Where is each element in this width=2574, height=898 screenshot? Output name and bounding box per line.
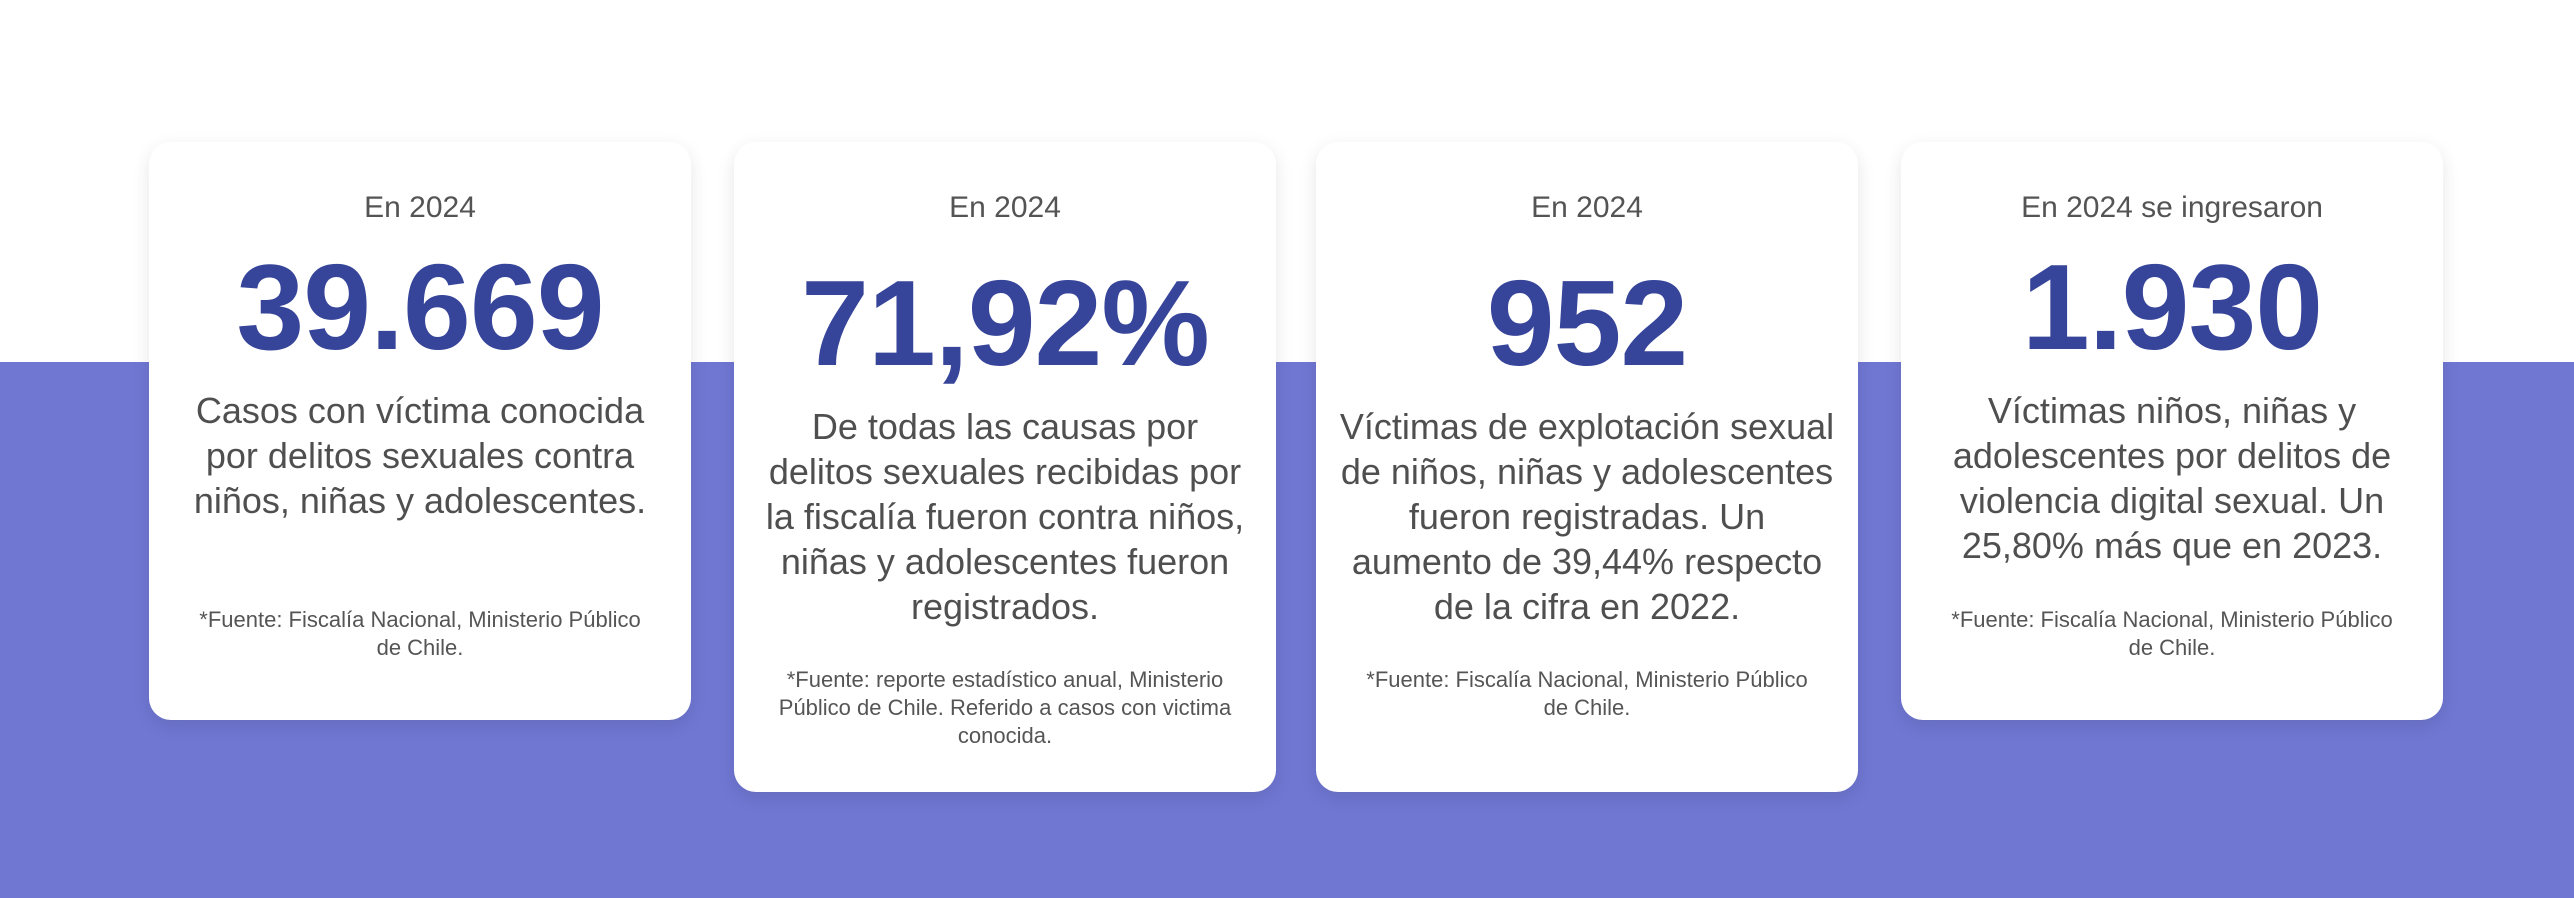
stat-card-exploitation: En 2024 952 Víctimas de explotación sexu… [1316, 142, 1858, 792]
stat-card-digital-violence: En 2024 se ingresaron 1.930 Víctimas niñ… [1901, 142, 2443, 720]
card-value: 952 [1486, 255, 1689, 391]
card-description: Víctimas niños, niñas y adolescentes por… [1952, 390, 2392, 566]
card-intro: En 2024 [1531, 191, 1643, 224]
card-intro: En 2024 [949, 191, 1061, 224]
card-value: 71,92% [801, 255, 1210, 391]
card-source: *Fuente: reporte estadístico anual, Mini… [778, 667, 1232, 748]
card-description: De todas las causas por delitos sexuales… [765, 406, 1245, 627]
card-value: 1.930 [2021, 239, 2323, 375]
card-description: Víctimas de explotación sexual de niños,… [1339, 406, 1835, 627]
card-source: *Fuente: Fiscalía Nacional, Ministerio P… [1951, 607, 2393, 660]
stat-card-cases: En 2024 39.669 Casos con víctima conocid… [149, 142, 691, 720]
card-source: *Fuente: Fiscalía Nacional, Ministerio P… [1366, 667, 1808, 720]
card-value: 39.669 [236, 239, 604, 375]
card-description: Casos con víctima conocida por delitos s… [193, 390, 647, 521]
card-intro: En 2024 se ingresaron [2021, 191, 2323, 224]
card-intro: En 2024 [364, 191, 476, 224]
card-source: *Fuente: Fiscalía Nacional, Ministerio P… [199, 607, 641, 660]
stat-card-percentage: En 2024 71,92% De todas las causas por d… [734, 142, 1276, 792]
